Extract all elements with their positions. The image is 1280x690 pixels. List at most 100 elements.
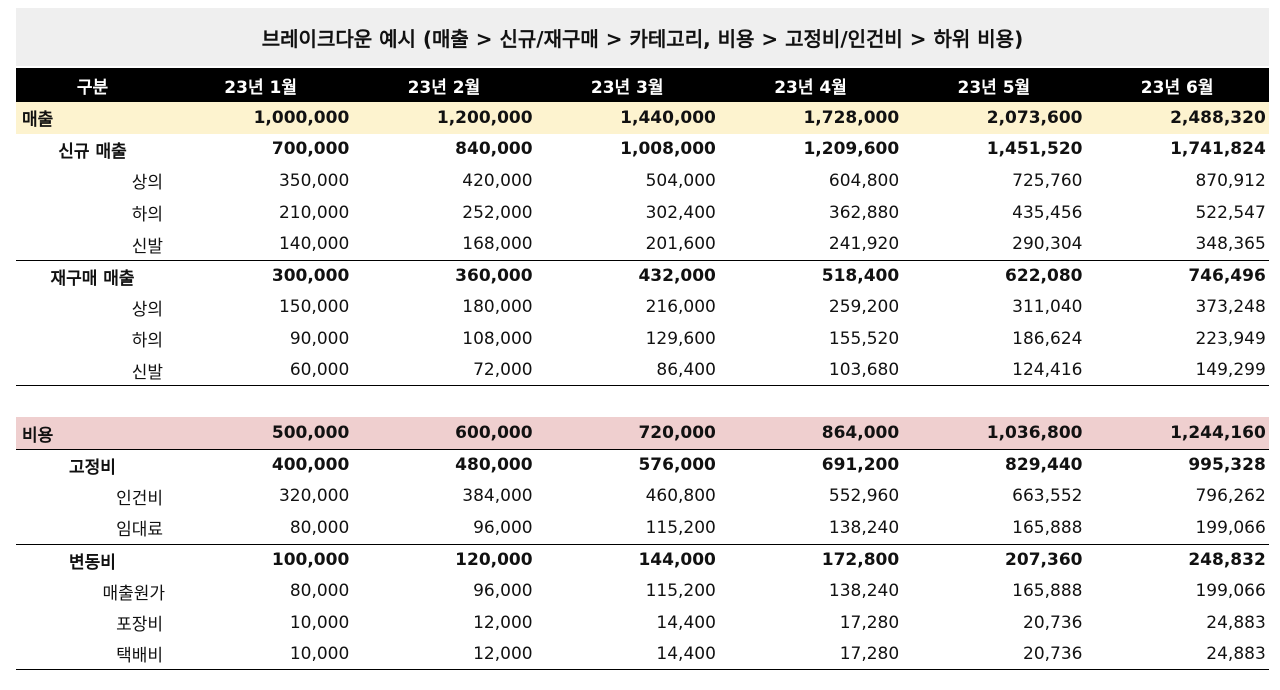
row-label: 신발	[131, 362, 163, 383]
table-row: 하의 90,000 108,000 129,600 155,520 186,62…	[16, 323, 1269, 355]
row-label: 고정비	[69, 457, 116, 478]
header-month-4: 23년 4월	[774, 77, 847, 98]
cell: 60,000	[289, 360, 350, 381]
cell: 1,728,000	[803, 107, 900, 128]
cell: 2,488,320	[1170, 107, 1266, 128]
cell: 504,000	[645, 170, 716, 191]
variable-cost-row: 변동비 100,000 120,000 144,000 172,800 207,…	[16, 543, 1269, 576]
sales-total-row: 매출 1,000,000 1,200,000 1,440,000 1,728,0…	[16, 102, 1269, 134]
cell: 432,000	[638, 266, 716, 287]
cell: 90,000	[289, 328, 350, 349]
cell: 115,200	[645, 517, 716, 538]
header-month-3: 23년 3월	[590, 77, 664, 98]
table-row: 신발 60,000 72,000 86,400 103,680 124,416 …	[16, 355, 1269, 387]
cell: 350,000	[278, 170, 350, 191]
cell: 199,066	[1195, 517, 1266, 538]
breakdown-table: 구분 23년 1월 23년 2월 23년 3월 23년 4월 23년 5월 23…	[16, 68, 1269, 671]
table-row: 인건비 320,000 384,000 460,800 552,960 663,…	[16, 481, 1269, 513]
cell: 348,365	[1195, 234, 1266, 255]
cell: 103,680	[828, 360, 900, 381]
cell: 1,244,160	[1170, 423, 1266, 444]
cell: 435,456	[1012, 202, 1083, 223]
cell: 223,949	[1195, 328, 1266, 349]
cell: 140,000	[278, 234, 350, 255]
table-row: 하의 210,000 252,000 302,400 362,880 435,4…	[16, 197, 1269, 229]
cell: 10,000	[289, 612, 350, 633]
header-month-5: 23년 5월	[957, 77, 1031, 98]
row-label: 하의	[131, 331, 163, 352]
cell: 311,040	[1012, 297, 1083, 318]
row-label: 매출원가	[102, 583, 165, 604]
row-label: 변동비	[69, 552, 116, 573]
cell: 14,400	[656, 612, 716, 633]
cell: 1,741,824	[1170, 139, 1266, 160]
cell: 725,760	[1012, 170, 1083, 191]
new-sales-row: 신규 매출 700,000 840,000 1,008,000 1,209,60…	[16, 134, 1269, 166]
row-label: 임대료	[116, 520, 163, 541]
cell: 12,000	[473, 643, 533, 664]
cell: 20,736	[1023, 643, 1083, 664]
cell: 320,000	[278, 486, 350, 507]
cell: 201,600	[645, 234, 716, 255]
cell: 384,000	[462, 486, 533, 507]
cell: 138,240	[828, 581, 900, 602]
cell: 20,736	[1023, 612, 1083, 633]
cell: 96,000	[473, 581, 533, 602]
cell: 864,000	[821, 423, 900, 444]
table-row: 포장비 10,000 12,000 14,400 17,280 20,736 2…	[16, 607, 1269, 639]
cell: 80,000	[289, 581, 350, 602]
row-label: 인건비	[116, 488, 163, 509]
cell: 420,000	[462, 170, 533, 191]
cost-total-row: 비용 500,000 600,000 720,000 864,000 1,036…	[16, 417, 1269, 449]
cell: 480,000	[455, 455, 533, 476]
cell: 24,883	[1206, 643, 1266, 664]
cell: 199,066	[1195, 581, 1266, 602]
cell: 155,520	[828, 328, 900, 349]
cell: 124,416	[1012, 360, 1083, 381]
cell: 17,280	[839, 643, 900, 664]
cell: 1,200,000	[436, 107, 533, 128]
cell: 108,000	[462, 328, 533, 349]
cell: 86,400	[656, 360, 716, 381]
cell: 17,280	[839, 612, 900, 633]
cell: 362,880	[828, 202, 900, 223]
cell: 1,440,000	[620, 107, 716, 128]
cell: 746,496	[1188, 266, 1266, 287]
cell: 259,200	[828, 297, 900, 318]
cell: 302,400	[645, 202, 716, 223]
cell: 1,209,600	[803, 139, 900, 160]
cell: 100,000	[271, 550, 350, 571]
row-label: 재구매 매출	[50, 268, 135, 289]
table-row: 매출원가 80,000 96,000 115,200 138,240 165,8…	[16, 575, 1269, 607]
cell: 120,000	[455, 550, 533, 571]
fixed-cost-row: 고정비 400,000 480,000 576,000 691,200 829,…	[16, 448, 1269, 481]
cell: 720,000	[638, 423, 716, 444]
cell: 180,000	[462, 297, 533, 318]
cell: 995,328	[1188, 455, 1266, 476]
cell: 1,036,800	[986, 423, 1083, 444]
row-label: 하의	[131, 205, 163, 226]
cell: 500,000	[271, 423, 350, 444]
cell: 172,800	[821, 550, 900, 571]
sheet-title: 브레이크다운 예시 (매출 > 신규/재구매 > 카테고리, 비용 > 고정비/…	[16, 8, 1269, 66]
cell: 552,960	[828, 486, 900, 507]
table-row: 상의 150,000 180,000 216,000 259,200 311,0…	[16, 292, 1269, 324]
cell: 870,912	[1195, 170, 1266, 191]
cell: 149,299	[1195, 360, 1266, 381]
cell: 840,000	[455, 139, 533, 160]
cell: 252,000	[462, 202, 533, 223]
row-label: 신규 매출	[58, 141, 127, 162]
table-row: 상의 350,000 420,000 504,000 604,800 725,7…	[16, 165, 1269, 197]
cell: 622,080	[1005, 266, 1083, 287]
cell: 96,000	[473, 517, 533, 538]
section-gap	[16, 386, 1269, 417]
cell: 150,000	[278, 297, 350, 318]
cell: 460,800	[645, 486, 716, 507]
header-category: 구분	[76, 77, 109, 98]
cell: 1,000,000	[253, 107, 350, 128]
cell: 600,000	[455, 423, 533, 444]
row-label: 상의	[131, 299, 163, 320]
cell: 248,832	[1188, 550, 1266, 571]
cell: 14,400	[656, 643, 716, 664]
cell: 300,000	[271, 266, 350, 287]
